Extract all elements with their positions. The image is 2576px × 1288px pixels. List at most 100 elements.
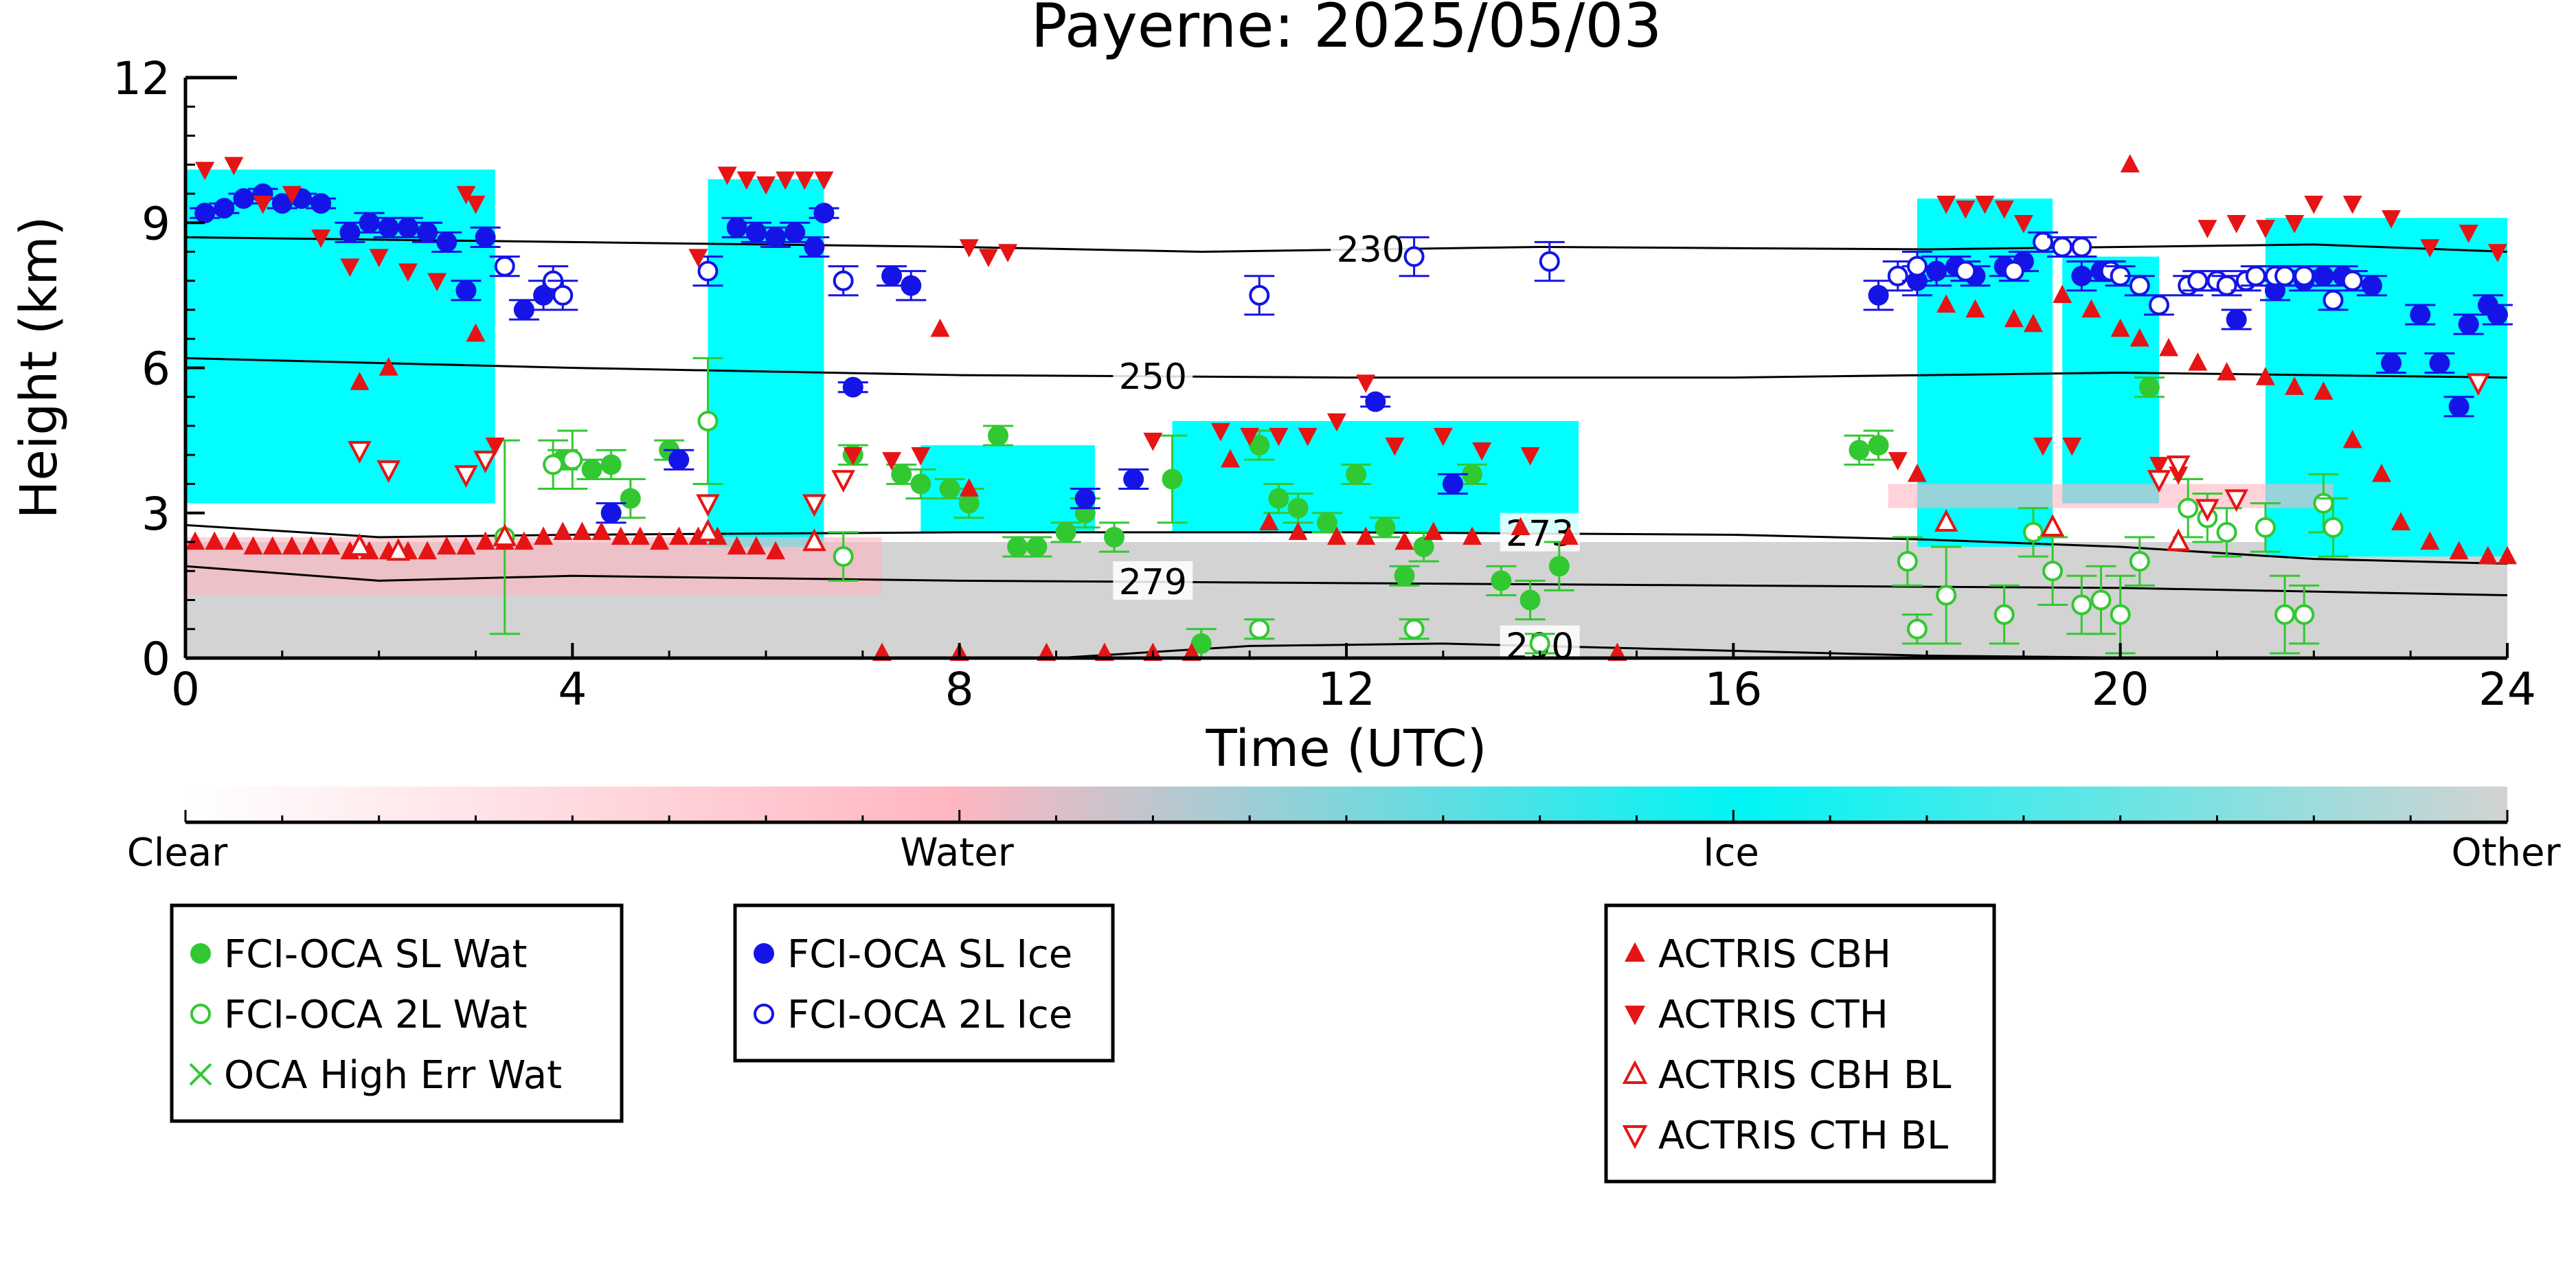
point-actris-cth bbox=[756, 176, 776, 195]
point-actris-cth bbox=[1356, 374, 1376, 394]
point-actris-cbh bbox=[572, 521, 592, 541]
point-actris-cbh bbox=[727, 536, 747, 555]
point-actris-cth bbox=[1298, 427, 1318, 447]
point-fci-oca-2l-wat bbox=[2294, 604, 2315, 625]
point-actris-cth bbox=[1326, 413, 1346, 432]
legend-marker bbox=[1625, 1006, 1645, 1026]
point-fci-oca-2l-ice bbox=[1955, 260, 1976, 282]
point-actris-cbh bbox=[514, 531, 534, 550]
point-actris-cth-bl bbox=[2466, 373, 2491, 396]
x-tick-label: 0 bbox=[171, 663, 200, 716]
point-actris-cbh bbox=[2420, 531, 2440, 550]
point-actris-cbh bbox=[243, 536, 263, 555]
point-actris-cth bbox=[253, 195, 273, 214]
point-fci-oca-sl-wat bbox=[1268, 488, 1289, 509]
point-actris-cbh bbox=[2255, 367, 2275, 385]
point-actris-cbh bbox=[1326, 526, 1346, 545]
point-fci-oca-sl-wat bbox=[988, 425, 1008, 447]
point-actris-cth bbox=[282, 185, 302, 205]
point-actris-cbh bbox=[1423, 521, 1443, 541]
point-actris-cth-bl bbox=[802, 494, 826, 517]
point-actris-cth bbox=[1433, 427, 1453, 447]
point-fci-oca-2l-wat bbox=[1249, 618, 1270, 640]
point-fci-oca-2l-ice bbox=[2187, 270, 2208, 291]
point-actris-cbh bbox=[1559, 526, 1579, 545]
legend-label: FCI-OCA 2L Wat bbox=[224, 993, 528, 1037]
point-fci-oca-2l-ice bbox=[2003, 260, 2024, 282]
y-axis-label: Height (km) bbox=[10, 216, 69, 519]
point-actris-cbh bbox=[418, 541, 438, 560]
point-fci-oca-sl-wat bbox=[1026, 536, 1048, 558]
point-fci-oca-2l-ice bbox=[1249, 284, 1270, 306]
colorbar-ticks bbox=[184, 810, 2509, 822]
point-fci-oca-sl-ice bbox=[668, 449, 690, 471]
point-actris-cth bbox=[1888, 452, 1908, 471]
point-actris-cth bbox=[2197, 220, 2217, 238]
point-actris-cbh bbox=[2478, 545, 2498, 565]
point-actris-cbh bbox=[2159, 337, 2179, 357]
point-actris-cbh bbox=[2498, 545, 2517, 565]
point-fci-oca-sl-ice bbox=[194, 203, 216, 224]
point-actris-cbh bbox=[321, 536, 341, 555]
legend-box bbox=[733, 903, 1115, 1063]
point-actris-cbh bbox=[456, 536, 476, 555]
point-fci-oca-2l-ice bbox=[2071, 236, 2092, 258]
point-fci-oca-sl-ice bbox=[233, 188, 254, 210]
isotherm-label-bg bbox=[1331, 228, 1411, 267]
point-actris-cth-bl bbox=[348, 441, 372, 464]
point-actris-cbh-bl bbox=[2166, 528, 2191, 552]
point-fci-oca-sl-wat bbox=[581, 459, 602, 480]
point-fci-oca-2l-wat bbox=[2313, 493, 2334, 514]
point-actris-cbh bbox=[1259, 512, 1279, 531]
point-fci-oca-sl-wat bbox=[1413, 536, 1434, 558]
point-actris-cbh bbox=[1907, 464, 1927, 482]
legend-marker bbox=[1622, 1060, 1648, 1084]
point-fci-oca-2l-ice bbox=[2323, 289, 2344, 310]
point-fci-oca-sl-ice bbox=[214, 198, 235, 219]
point-actris-cth-bl bbox=[696, 494, 720, 517]
isotherm-label-bg bbox=[1113, 561, 1193, 600]
point-fci-oca-2l-ice bbox=[1906, 256, 1928, 277]
point-actris-cth bbox=[2342, 195, 2362, 214]
point-actris-cbh bbox=[1288, 521, 1308, 541]
point-fci-oca-sl-ice bbox=[600, 502, 622, 523]
point-actris-cth bbox=[911, 447, 931, 466]
point-fci-oca-sl-wat bbox=[891, 464, 912, 485]
point-fci-oca-2l-wat bbox=[2129, 551, 2150, 572]
x-axis-label: Time (UTC) bbox=[1205, 719, 1487, 778]
legend-area: FCI-OCA SL Wat FCI-OCA 2L Wat OCA High Err… bbox=[170, 903, 1996, 1184]
point-fci-oca-2l-ice bbox=[2129, 275, 2150, 296]
point-fci-oca-2l-wat bbox=[833, 546, 854, 567]
legend-label: ACTRIS CBH BL bbox=[1658, 1053, 1951, 1098]
point-fci-oca-sl-wat bbox=[1190, 633, 1212, 654]
point-actris-cth bbox=[1975, 195, 1995, 214]
point-fci-oca-sl-ice bbox=[2429, 352, 2450, 374]
point-fci-oca-2l-wat bbox=[543, 454, 564, 475]
point-actris-cth bbox=[2304, 195, 2324, 214]
point-fci-oca-2l-wat bbox=[562, 449, 583, 471]
point-actris-cbh bbox=[2285, 376, 2305, 395]
point-actris-cth bbox=[2382, 210, 2401, 229]
point-actris-cbh bbox=[466, 323, 486, 342]
point-fci-oca-sl-ice bbox=[436, 231, 457, 253]
point-actris-cbh-bl bbox=[386, 538, 411, 561]
point-actris-cth-bl bbox=[2195, 499, 2219, 522]
point-actris-cth bbox=[195, 161, 215, 181]
point-fci-oca-sl-ice bbox=[745, 222, 767, 243]
point-actris-cth bbox=[814, 171, 834, 190]
point-actris-cbh bbox=[185, 531, 205, 550]
point-fci-oca-sl-ice bbox=[1074, 488, 1096, 509]
point-fci-oca-sl-wat bbox=[1394, 565, 1415, 587]
point-fci-oca-2l-ice bbox=[552, 284, 574, 306]
point-actris-cbh bbox=[611, 526, 631, 545]
point-actris-cth-bl bbox=[454, 465, 478, 488]
point-actris-cbh bbox=[262, 536, 282, 555]
point-actris-cbh bbox=[1394, 531, 1414, 550]
point-fci-oca-sl-wat bbox=[1287, 497, 1309, 519]
point-fci-oca-2l-ice bbox=[2294, 265, 2315, 286]
point-fci-oca-sl-wat bbox=[939, 478, 960, 499]
point-actris-cth bbox=[311, 229, 331, 248]
point-fci-oca-sl-ice bbox=[2313, 265, 2334, 286]
point-actris-cbh bbox=[2188, 352, 2208, 371]
point-actris-cbh bbox=[2023, 313, 2043, 332]
